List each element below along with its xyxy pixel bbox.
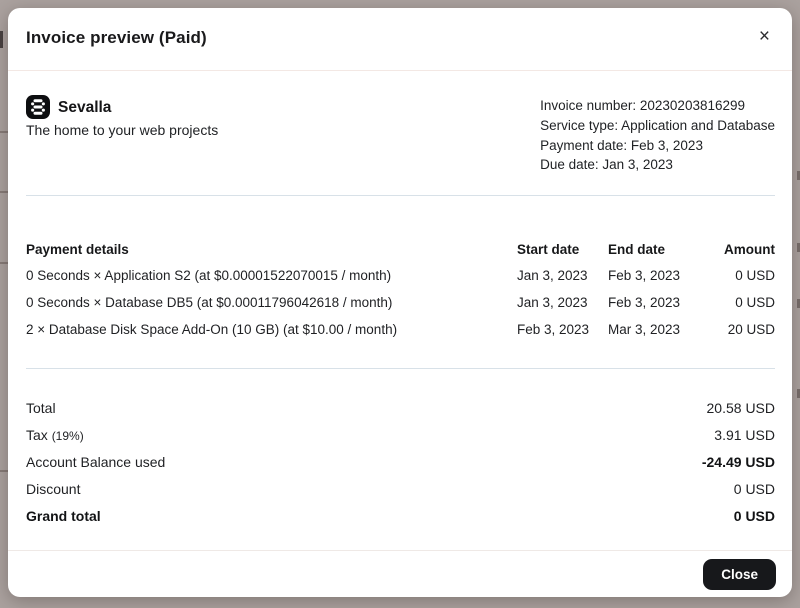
background-page-remnant — [0, 262, 9, 264]
total-value: 20.58 USD — [706, 400, 775, 416]
section-divider — [26, 195, 775, 196]
row-end-date: Mar 3, 2023 — [608, 322, 681, 337]
col-header-start-date: Start date — [517, 242, 580, 257]
background-page-remnant — [0, 131, 9, 133]
payment-date: Payment date: Feb 3, 2023 — [540, 137, 703, 153]
tax-label: Tax (19%) — [26, 427, 84, 443]
brand-tagline: The home to your web projects — [26, 122, 219, 138]
close-button[interactable]: Close — [703, 559, 776, 590]
modal-title: Invoice preview (Paid) — [26, 28, 207, 47]
sevalla-logo-icon — [26, 95, 50, 119]
invoice-number: Invoice number: 20230203816299 — [540, 98, 746, 113]
row-description: 0 Seconds × Application S2 (at $0.000015… — [26, 268, 392, 283]
row-start-date: Jan 3, 2023 — [517, 295, 588, 310]
close-icon[interactable]: × — [758, 26, 770, 47]
row-end-date: Feb 3, 2023 — [608, 295, 681, 310]
total-label: Total — [26, 400, 56, 416]
background-page-remnant — [797, 299, 800, 308]
background-page-remnant — [797, 389, 800, 398]
row-amount: 0 USD — [735, 268, 775, 283]
tax-rate-note: (19%) — [51, 429, 84, 443]
grand-total-label: Grand total — [26, 508, 101, 524]
brand-name: Sevalla — [58, 99, 112, 116]
row-start-date: Jan 3, 2023 — [517, 268, 588, 283]
background-page-remnant — [0, 31, 3, 48]
row-amount: 20 USD — [727, 322, 775, 337]
row-description: 2 × Database Disk Space Add-On (10 GB) (… — [26, 322, 398, 337]
account-balance-label: Account Balance used — [26, 454, 166, 470]
col-header-end-date: End date — [608, 242, 666, 257]
row-amount: 0 USD — [735, 295, 775, 310]
background-page-remnant — [797, 171, 800, 180]
discount-label: Discount — [26, 481, 81, 497]
tax-value: 3.91 USD — [714, 427, 775, 443]
col-header-payment-details: Payment details — [26, 242, 129, 257]
due-date: Due date: Jan 3, 2023 — [540, 157, 673, 173]
invoice-preview-modal: Invoice preview (Paid) × Sevalla The hom… — [8, 8, 792, 597]
header-divider — [8, 70, 792, 71]
background-page-remnant — [0, 470, 9, 472]
row-start-date: Feb 3, 2023 — [517, 322, 590, 337]
row-end-date: Feb 3, 2023 — [608, 268, 681, 283]
col-header-amount: Amount — [724, 242, 775, 257]
background-page-remnant — [0, 191, 9, 193]
service-type: Service type: Application and Database — [540, 117, 775, 133]
invoice-meta: Invoice number: 20230203816299 Service t… — [540, 96, 775, 175]
background-page-remnant — [797, 243, 800, 252]
row-description: 0 Seconds × Database DB5 (at $0.00011796… — [26, 295, 393, 310]
account-balance-value: -24.49 USD — [701, 454, 775, 470]
grand-total-value: 0 USD — [733, 508, 775, 524]
footer-divider — [8, 550, 792, 551]
section-divider — [26, 368, 775, 369]
discount-value: 0 USD — [733, 481, 775, 497]
